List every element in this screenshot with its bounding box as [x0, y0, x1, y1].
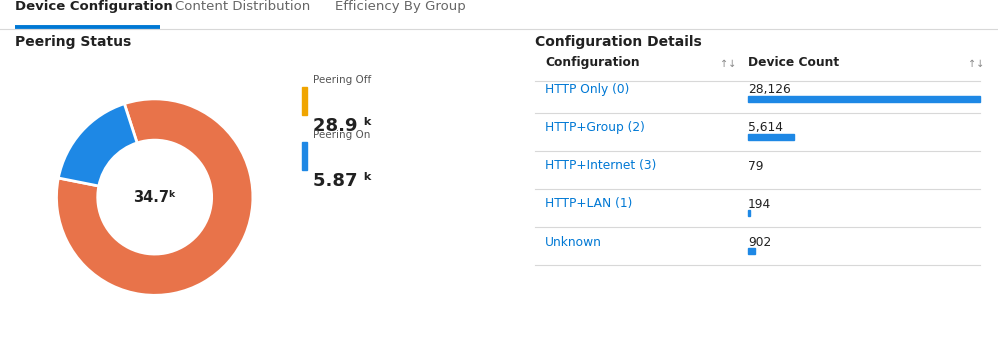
- Text: 79: 79: [748, 160, 763, 173]
- Bar: [748, 134, 794, 140]
- Bar: [302, 87, 307, 115]
- Text: Efficiency By Group: Efficiency By Group: [335, 0, 466, 13]
- Text: Peering On: Peering On: [313, 130, 370, 140]
- Wedge shape: [57, 99, 252, 295]
- Text: 28,126: 28,126: [748, 84, 790, 97]
- Text: Peering Off: Peering Off: [313, 75, 371, 85]
- Bar: [748, 248, 755, 254]
- Text: Device Configuration: Device Configuration: [15, 0, 173, 13]
- Text: 34.7ᵏ: 34.7ᵏ: [133, 190, 177, 205]
- Text: 5.87 ᵏ: 5.87 ᵏ: [313, 172, 372, 190]
- Text: ↑↓: ↑↓: [968, 59, 984, 69]
- Bar: [748, 96, 980, 102]
- Text: Device Count: Device Count: [748, 56, 839, 69]
- Text: Configuration: Configuration: [545, 56, 640, 69]
- Text: HTTP+Group (2): HTTP+Group (2): [545, 121, 645, 134]
- Text: Content Distribution: Content Distribution: [175, 0, 310, 13]
- Text: HTTP+Internet (3): HTTP+Internet (3): [545, 160, 657, 173]
- Text: HTTP+LAN (1): HTTP+LAN (1): [545, 197, 633, 210]
- Text: HTTP Only (0): HTTP Only (0): [545, 84, 630, 97]
- Bar: [302, 142, 307, 170]
- Text: 194: 194: [748, 197, 771, 210]
- Bar: [748, 210, 749, 216]
- Wedge shape: [58, 104, 137, 186]
- Text: 28.9 ᵏ: 28.9 ᵏ: [313, 117, 372, 135]
- Text: Peering Status: Peering Status: [15, 35, 132, 49]
- Text: Configuration Details: Configuration Details: [535, 35, 702, 49]
- Text: 5,614: 5,614: [748, 121, 783, 134]
- Text: 902: 902: [748, 236, 771, 249]
- Text: Unknown: Unknown: [545, 236, 602, 249]
- Text: ↑↓: ↑↓: [720, 59, 737, 69]
